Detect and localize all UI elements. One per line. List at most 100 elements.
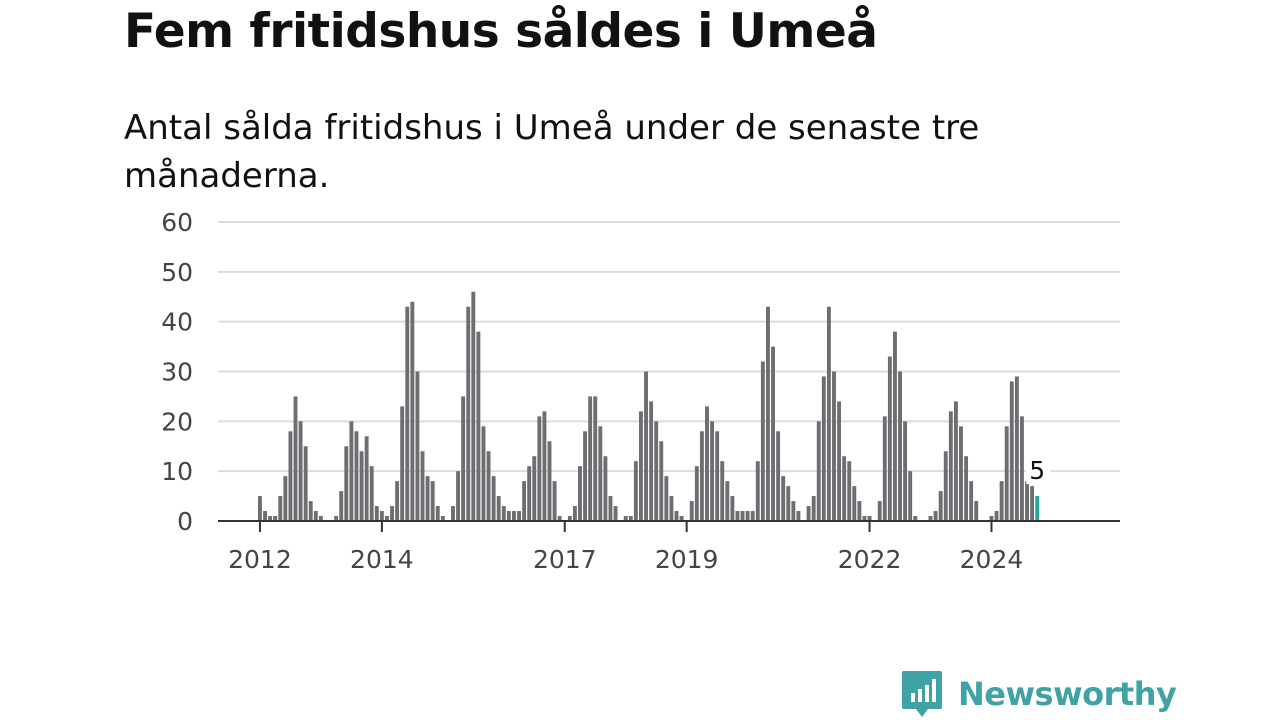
bar [877,501,882,521]
bar [705,406,709,521]
bar [654,421,659,521]
bar [882,416,887,521]
bar [385,516,389,521]
bar [887,356,892,521]
bar [837,401,842,521]
bar [862,516,867,521]
bar [588,396,593,521]
bar [893,331,897,521]
bar [735,511,740,521]
bar [816,421,821,521]
bar [278,496,283,521]
bar [664,476,669,521]
bar [913,516,918,521]
bar [425,476,430,521]
bar [964,456,969,521]
bar [476,331,481,521]
bar [928,516,933,521]
bar [908,471,913,521]
bar [359,451,364,521]
x-tick-label: 2019 [655,545,719,574]
bar [989,516,994,521]
bar [1009,381,1014,521]
bar [547,441,552,521]
bar [400,406,405,521]
bar [263,511,267,521]
bar [456,471,461,521]
bar [522,481,527,521]
bar [974,501,979,521]
bar [628,516,633,521]
bar [771,346,775,521]
bar [745,511,750,521]
bar [1014,376,1019,521]
bar [847,461,852,521]
bar [811,496,816,521]
bar [410,301,415,521]
bar [572,506,577,521]
x-axis-labels: 2012 2014 2017 2019 2022 2024 [228,521,1023,574]
grid-lines [218,221,1120,473]
bar [959,426,963,521]
bar [435,506,440,521]
bar [699,431,704,521]
bar [532,456,537,521]
bar [598,426,603,521]
x-tick-label: 2022 [838,545,902,574]
bar [715,431,720,521]
bar [354,431,359,521]
bar [608,496,613,521]
bar [491,476,496,521]
bar [1025,481,1029,521]
bar [730,496,735,521]
bar [903,421,908,521]
bar [420,451,425,521]
bar [283,476,288,521]
bar [994,511,999,521]
y-tick-label: 0 [177,507,193,536]
bar [948,411,953,521]
newsworthy-logo: Newsworthy [902,671,1177,717]
bar [1030,486,1035,521]
bar [415,371,420,521]
bar [613,506,618,521]
bar [740,511,745,521]
bar [379,511,384,521]
bar [542,411,547,521]
y-tick-label: 50 [161,258,193,287]
bar [796,511,801,521]
bar [578,466,582,521]
bar [710,421,715,521]
bar [832,371,836,521]
bar [669,496,674,521]
bar [953,401,958,521]
chart-title: Fem fritidshus såldes i Umeå [124,4,878,59]
bar [318,516,323,521]
bar [674,511,679,521]
bar [557,516,562,521]
bar [303,446,308,521]
bar [867,516,872,521]
bar [639,411,643,521]
bar [821,376,826,521]
bar [938,491,943,521]
bar [298,421,303,521]
bar [517,511,521,521]
bar [826,306,831,521]
bar [999,481,1004,521]
bar [633,461,638,521]
bar [461,396,466,521]
bar [1004,426,1009,521]
bar [791,501,796,521]
bar [725,481,730,521]
annotations: 5 [1026,454,1051,485]
bar [943,451,948,521]
bar [766,306,770,521]
bar [405,306,410,521]
value-annotation: 5 [1029,456,1045,485]
bar [623,516,628,521]
bar [313,511,318,521]
brand-name: Newsworthy [958,675,1177,713]
bar [349,421,354,521]
